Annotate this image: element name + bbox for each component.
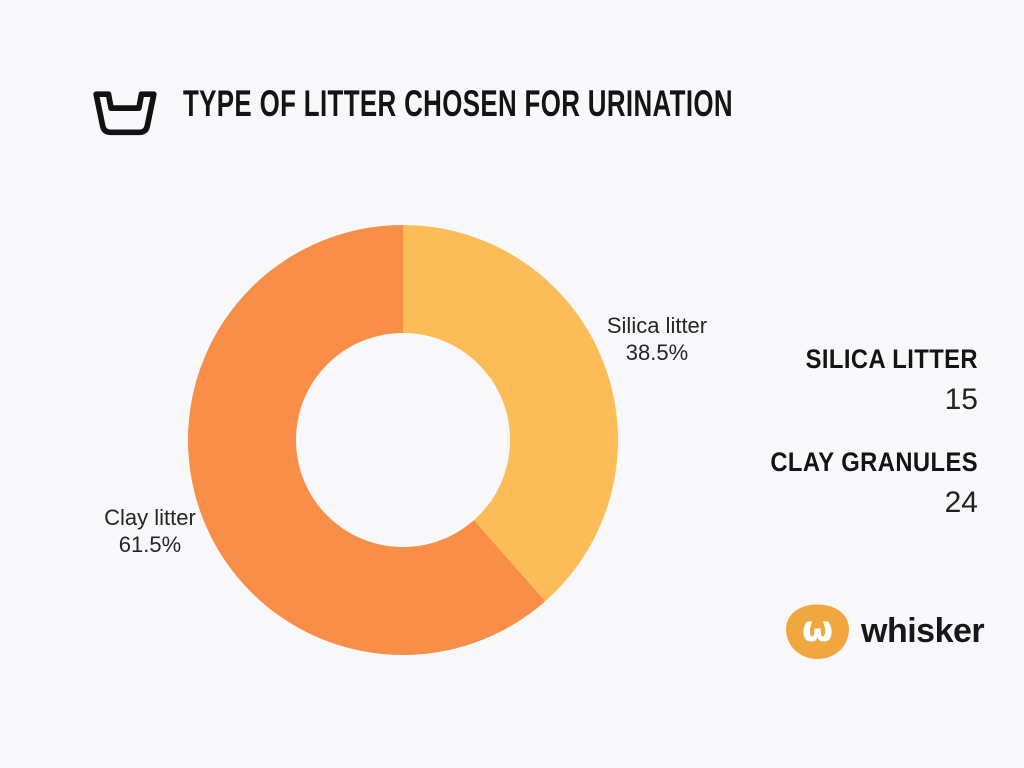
stats-panel: SILICA LITTER 15 CLAY GRANULES 24: [742, 344, 978, 519]
slice-label-silica-percent: 38.5%: [625, 340, 689, 365]
slice-label-clay-percent: 61.5%: [118, 532, 182, 557]
stat-label-silica: SILICA LITTER: [805, 344, 978, 374]
stat-value-silica: 15: [944, 383, 978, 417]
whisker-logo-mark: ω: [785, 603, 850, 660]
brand-lockup: ω whisker: [785, 603, 985, 660]
stat-group-silica: SILICA LITTER 15: [742, 344, 978, 416]
donut-hole: [296, 333, 510, 547]
whisker-logo-w-glyph: ω: [801, 609, 834, 650]
litter-box-icon: [91, 87, 159, 139]
donut-chart: [188, 225, 618, 655]
slice-label-clay-name: Clay litter: [104, 505, 196, 530]
slice-label-silica: Silica litter 38.5%: [557, 312, 757, 366]
stat-value-clay: 24: [944, 486, 978, 520]
slice-label-silica-name: Silica litter: [606, 313, 708, 338]
logo-pebble-shape: [786, 604, 849, 660]
stat-group-clay: CLAY GRANULES 24: [742, 447, 978, 519]
slice-label-clay: Clay litter 61.5%: [50, 504, 250, 558]
stat-label-clay: CLAY GRANULES: [770, 447, 978, 478]
page-title: TYPE OF LITTER CHOSEN FOR URINATION: [183, 83, 733, 124]
whisker-wordmark: whisker: [861, 612, 985, 650]
